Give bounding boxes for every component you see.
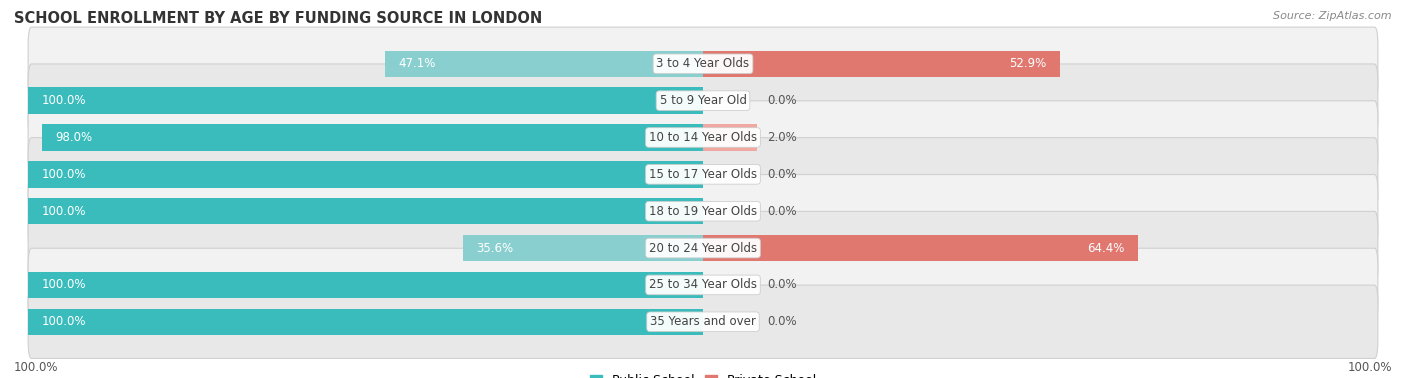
Bar xyxy=(703,235,1137,261)
Text: 15 to 17 Year Olds: 15 to 17 Year Olds xyxy=(650,168,756,181)
Text: 100.0%: 100.0% xyxy=(42,168,86,181)
Legend: Public School, Private School: Public School, Private School xyxy=(589,374,817,378)
Bar xyxy=(28,198,703,225)
Text: 100.0%: 100.0% xyxy=(1347,361,1392,374)
Text: 0.0%: 0.0% xyxy=(768,279,797,291)
FancyBboxPatch shape xyxy=(28,285,1378,358)
Text: 18 to 19 Year Olds: 18 to 19 Year Olds xyxy=(650,205,756,218)
Text: 35.6%: 35.6% xyxy=(477,242,513,254)
Bar xyxy=(42,124,703,151)
Text: 100.0%: 100.0% xyxy=(42,279,86,291)
Text: 100.0%: 100.0% xyxy=(42,94,86,107)
FancyBboxPatch shape xyxy=(28,248,1378,322)
Text: 52.9%: 52.9% xyxy=(1010,57,1046,70)
Bar xyxy=(28,272,703,298)
Text: 47.1%: 47.1% xyxy=(399,57,436,70)
Text: 98.0%: 98.0% xyxy=(55,131,93,144)
Text: 0.0%: 0.0% xyxy=(768,94,797,107)
Text: SCHOOL ENROLLMENT BY AGE BY FUNDING SOURCE IN LONDON: SCHOOL ENROLLMENT BY AGE BY FUNDING SOUR… xyxy=(14,11,543,26)
Text: 25 to 34 Year Olds: 25 to 34 Year Olds xyxy=(650,279,756,291)
Text: 100.0%: 100.0% xyxy=(42,315,86,328)
FancyBboxPatch shape xyxy=(28,175,1378,248)
Text: 3 to 4 Year Olds: 3 to 4 Year Olds xyxy=(657,57,749,70)
Bar xyxy=(385,51,703,77)
FancyBboxPatch shape xyxy=(28,64,1378,137)
Bar xyxy=(463,235,703,261)
Text: 0.0%: 0.0% xyxy=(768,168,797,181)
Bar xyxy=(28,87,703,114)
Text: 5 to 9 Year Old: 5 to 9 Year Old xyxy=(659,94,747,107)
Text: Source: ZipAtlas.com: Source: ZipAtlas.com xyxy=(1274,11,1392,21)
Text: 100.0%: 100.0% xyxy=(42,205,86,218)
Text: 0.0%: 0.0% xyxy=(768,205,797,218)
Bar xyxy=(28,308,703,335)
Text: 100.0%: 100.0% xyxy=(14,361,59,374)
Text: 20 to 24 Year Olds: 20 to 24 Year Olds xyxy=(650,242,756,254)
Bar xyxy=(703,51,1060,77)
Bar xyxy=(28,161,703,187)
FancyBboxPatch shape xyxy=(28,27,1378,101)
FancyBboxPatch shape xyxy=(28,101,1378,174)
Text: 2.0%: 2.0% xyxy=(768,131,797,144)
FancyBboxPatch shape xyxy=(28,211,1378,285)
Bar xyxy=(703,124,756,151)
Text: 10 to 14 Year Olds: 10 to 14 Year Olds xyxy=(650,131,756,144)
Text: 35 Years and over: 35 Years and over xyxy=(650,315,756,328)
FancyBboxPatch shape xyxy=(28,138,1378,211)
Text: 0.0%: 0.0% xyxy=(768,315,797,328)
Text: 64.4%: 64.4% xyxy=(1087,242,1125,254)
